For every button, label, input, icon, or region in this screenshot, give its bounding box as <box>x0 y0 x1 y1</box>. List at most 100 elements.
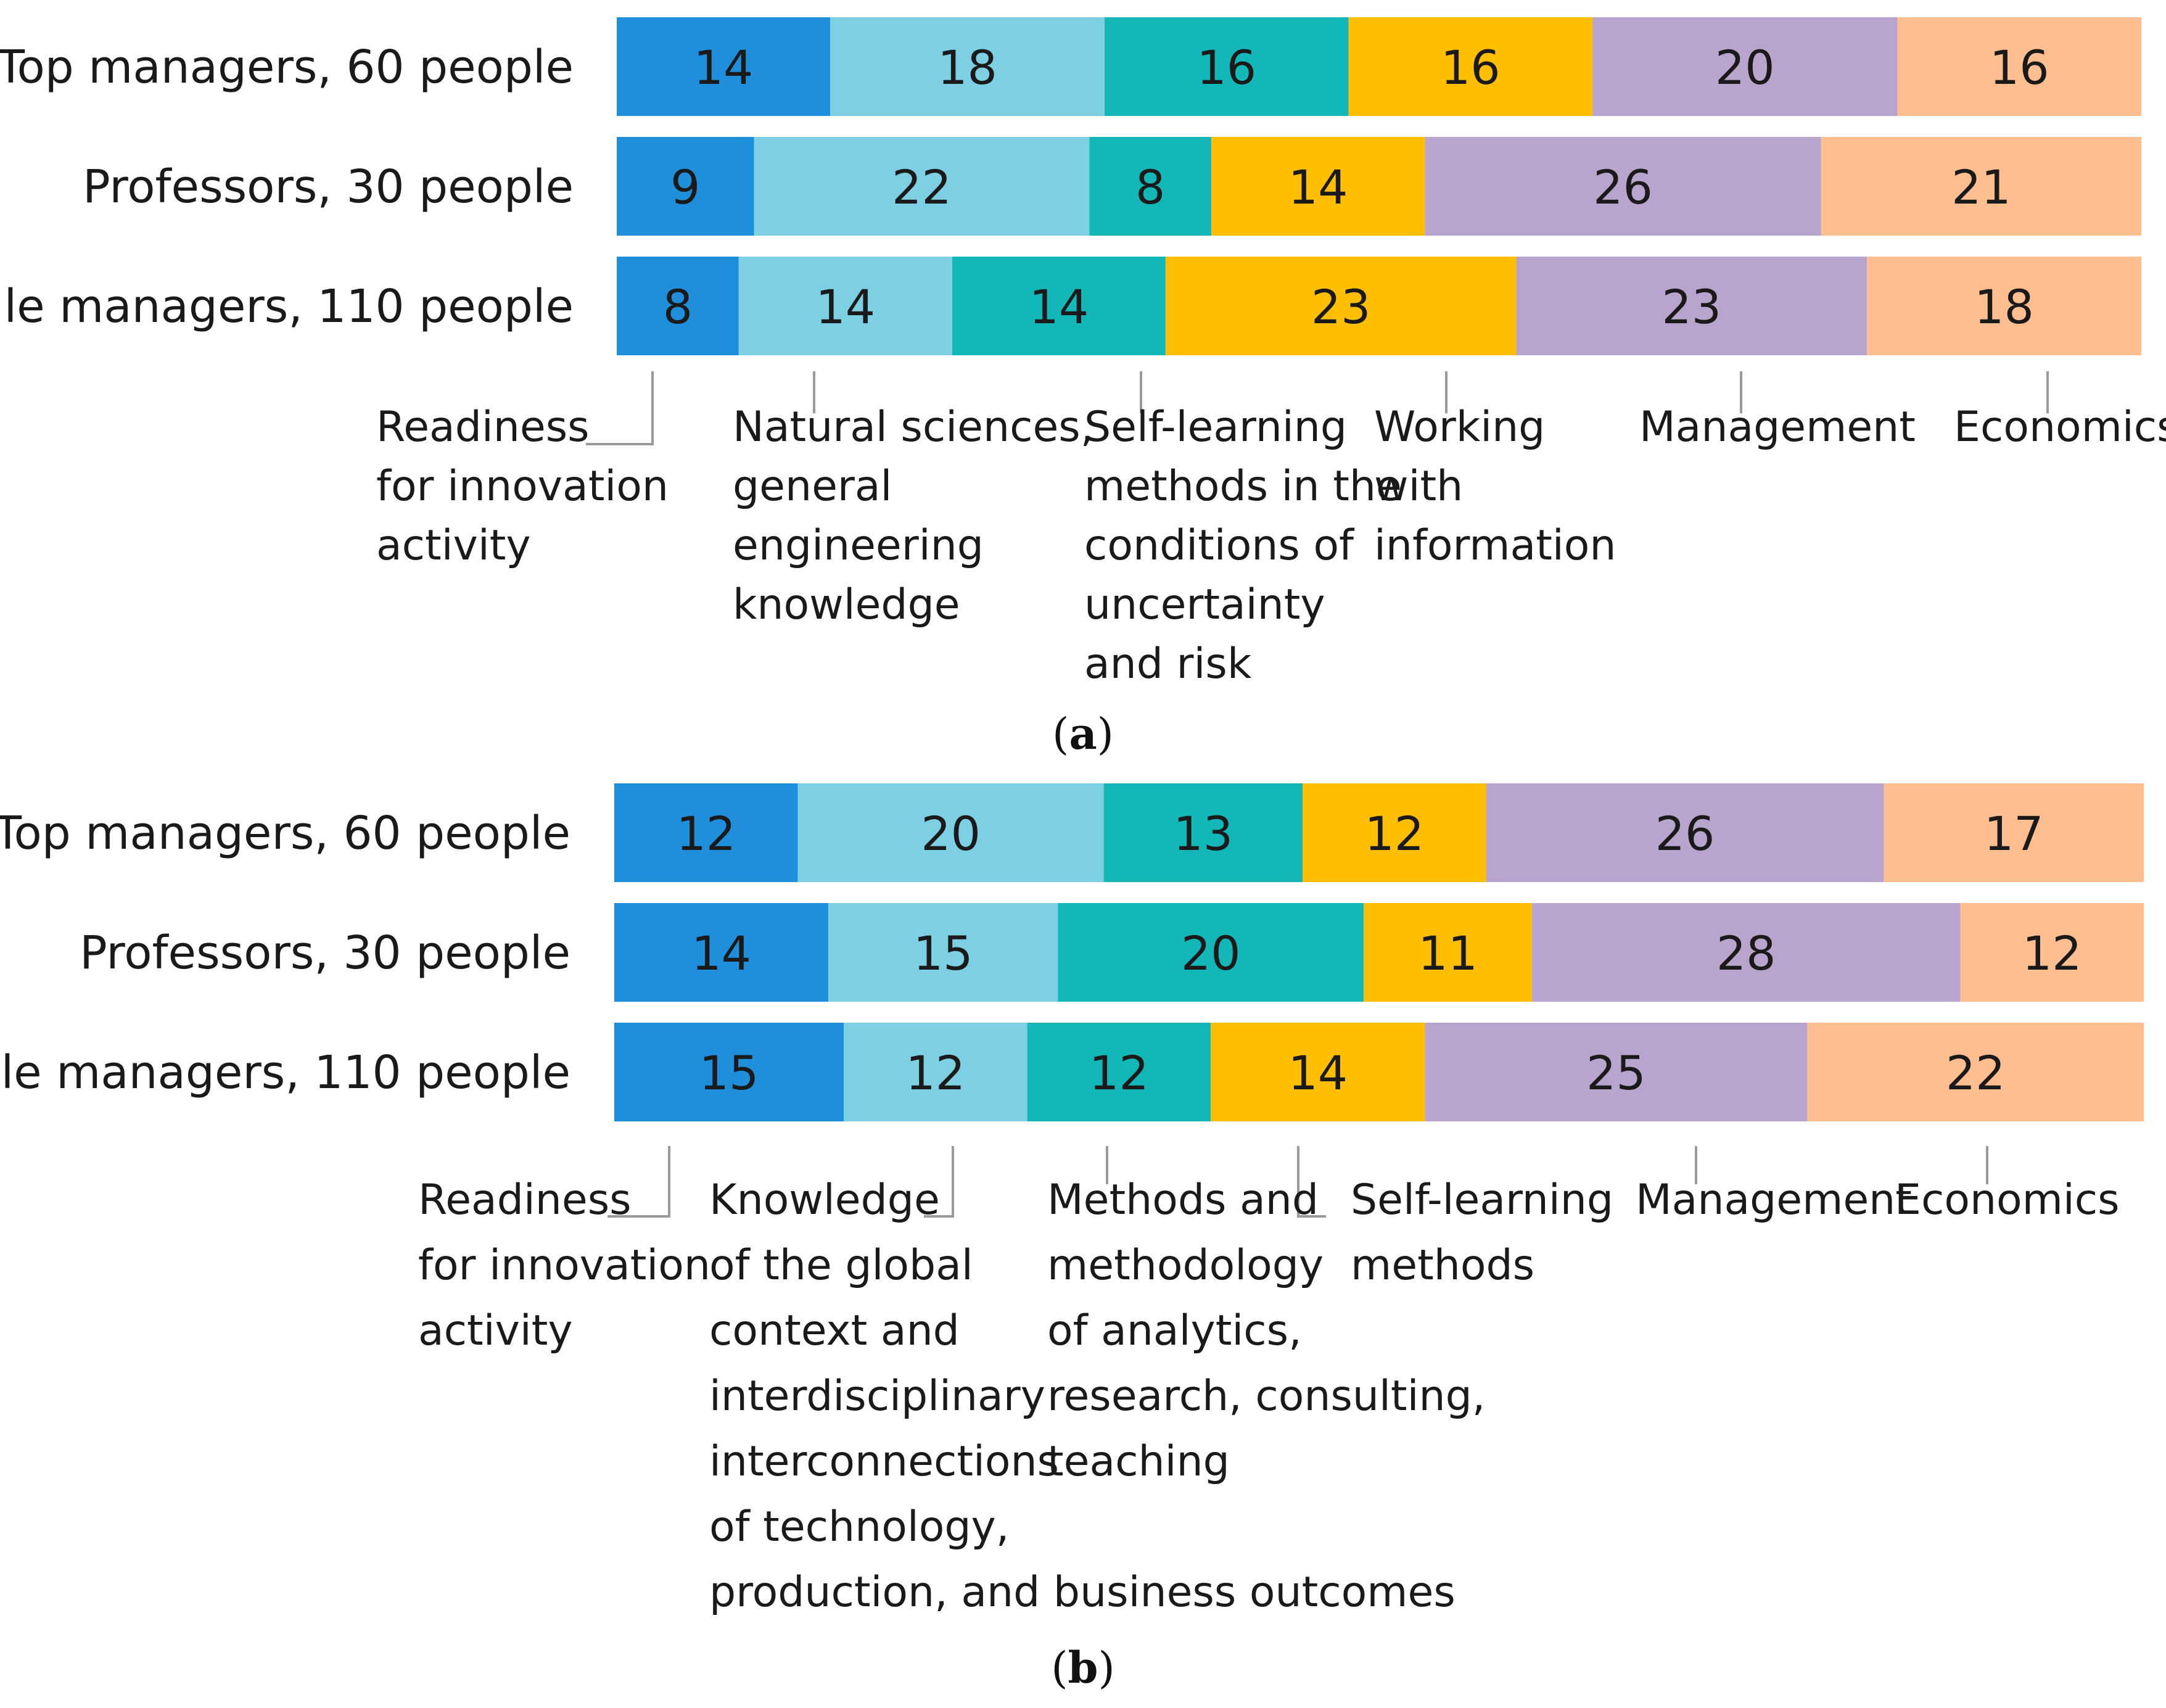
caption-bracket: ( <box>1052 709 1069 759</box>
bar-segment <box>614 783 798 882</box>
legend-label: information <box>1374 521 1616 570</box>
bar-value-label: 25 <box>1586 1046 1646 1100</box>
legend-label: Management <box>1639 403 1916 452</box>
legend-label: conditions of <box>1084 521 1355 570</box>
bar-value-label: 17 <box>1984 806 2044 861</box>
bar-value-label: 14 <box>694 40 754 95</box>
caption-bracket: ) <box>1098 1643 1114 1693</box>
row-label: Professors, 30 people <box>83 160 574 213</box>
legend-leader-line <box>607 1146 670 1218</box>
bar-value-label: 18 <box>937 40 997 95</box>
legend-leader-line <box>924 1146 954 1218</box>
bar-value-label: 20 <box>921 806 981 861</box>
bar-value-label: 20 <box>1181 926 1241 981</box>
bar-segment <box>1211 137 1425 236</box>
bar-segment <box>1165 257 1517 355</box>
legend-label: uncertainty <box>1084 580 1325 629</box>
bar-value-label: 16 <box>1196 40 1256 95</box>
bar-value-label: 21 <box>1951 160 2011 215</box>
legend-label: with <box>1374 462 1463 511</box>
legend-label: for innovation <box>418 1241 710 1290</box>
caption-letter: a <box>1069 708 1097 759</box>
bar-segment <box>1867 257 2141 355</box>
row-label: Top managers, 60 people <box>0 41 574 94</box>
bar-segment <box>738 257 952 355</box>
legend-label: and risk <box>1084 640 1252 688</box>
legend-label: activity <box>376 521 531 570</box>
bar-value-label: 26 <box>1593 160 1653 215</box>
bar-segment <box>617 257 739 355</box>
row-label: Professors, 30 people <box>80 926 570 980</box>
bar-segment <box>1364 903 1532 1002</box>
panel-caption: (a) <box>1052 708 1114 759</box>
bar-value-label: 14 <box>1029 279 1089 334</box>
legend-label: of analytics, <box>1047 1306 1302 1355</box>
legend-label: Working <box>1374 403 1545 452</box>
bar-value-label: 16 <box>1441 40 1501 95</box>
bar-segment <box>1807 1023 2144 1121</box>
bar-segment <box>1884 783 2144 882</box>
bar-segment <box>797 783 1104 882</box>
legend-label: of the global <box>709 1241 973 1290</box>
bar-segment <box>614 903 829 1002</box>
bar-segment <box>1532 903 1961 1002</box>
bar-value-label: 28 <box>1716 926 1776 981</box>
bar-value-label: 12 <box>2022 926 2082 981</box>
bar-value-label: 23 <box>1311 279 1371 334</box>
bar-segment <box>614 1023 844 1121</box>
bar-value-label: 12 <box>1089 1046 1149 1100</box>
bar-segment <box>1592 17 1898 116</box>
bar-segment <box>828 903 1058 1002</box>
bar-segment <box>1425 137 1821 236</box>
legend-label: Self-learning <box>1351 1176 1613 1224</box>
bar-segment <box>1897 17 2141 116</box>
bar-segment <box>830 17 1105 116</box>
legend-label: Self-learning <box>1084 403 1347 452</box>
bar-value-label: 14 <box>691 926 751 981</box>
panel-caption: (b) <box>1051 1642 1115 1693</box>
bar-segment <box>617 17 831 116</box>
bar-value-label: 18 <box>1974 279 2034 334</box>
legend-label: general <box>733 462 892 511</box>
bar-value-label: 12 <box>1364 806 1424 861</box>
legend-label: context and <box>709 1306 960 1355</box>
legend-label: research, consulting, <box>1047 1372 1485 1421</box>
legend-label: production, and business outcomes <box>709 1568 1456 1617</box>
bar-segment <box>617 137 754 236</box>
bar-segment <box>1348 17 1593 116</box>
bar-segment <box>754 137 1090 236</box>
bar-value-label: 11 <box>1418 926 1478 981</box>
bar-value-label: 23 <box>1662 279 1721 334</box>
legend-label: methodology <box>1047 1241 1324 1290</box>
chart-panel-b: Top managers, 60 people 12 20 13 12 26 17 Profe… <box>0 783 2144 1693</box>
bar-segment <box>1516 257 1867 355</box>
legend-label: interconnections <box>709 1437 1059 1486</box>
bar-segment <box>1960 903 2144 1002</box>
chart-panel-a: Top managers, 60 people 14 18 16 16 20 16 Profe… <box>0 17 2166 759</box>
row-label: Top managers, 60 people <box>0 807 570 860</box>
bar-segment <box>1027 1023 1211 1121</box>
legend-label: engineering <box>733 521 984 570</box>
legend-label: of technology, <box>709 1503 1009 1551</box>
legend-label: Management <box>1636 1176 1912 1224</box>
bar-value-label: 15 <box>699 1046 759 1100</box>
legend-label: Readiness <box>376 403 590 452</box>
bar-value-label: 8 <box>1135 160 1165 215</box>
bar-value-label: 14 <box>815 279 875 334</box>
bar-segment <box>1425 1023 1808 1121</box>
bar-segment <box>1105 17 1349 116</box>
bar-value-label: 22 <box>892 160 952 215</box>
legend-label: Readiness <box>418 1176 632 1224</box>
bar-value-label: 14 <box>1288 1046 1348 1100</box>
legend-label: Knowledge <box>709 1176 940 1224</box>
bar-value-label: 12 <box>676 806 736 861</box>
bar-value-label: 22 <box>1946 1046 2006 1100</box>
legend-label: Economics <box>1895 1176 2120 1224</box>
bar-segment <box>1303 783 1486 882</box>
legend-label: activity <box>418 1306 573 1355</box>
legend-label: Natural sciences, <box>733 403 1093 452</box>
bar-segment <box>1211 1023 1425 1121</box>
bar-value-label: 26 <box>1655 806 1715 861</box>
bar-value-label: 9 <box>670 160 700 215</box>
